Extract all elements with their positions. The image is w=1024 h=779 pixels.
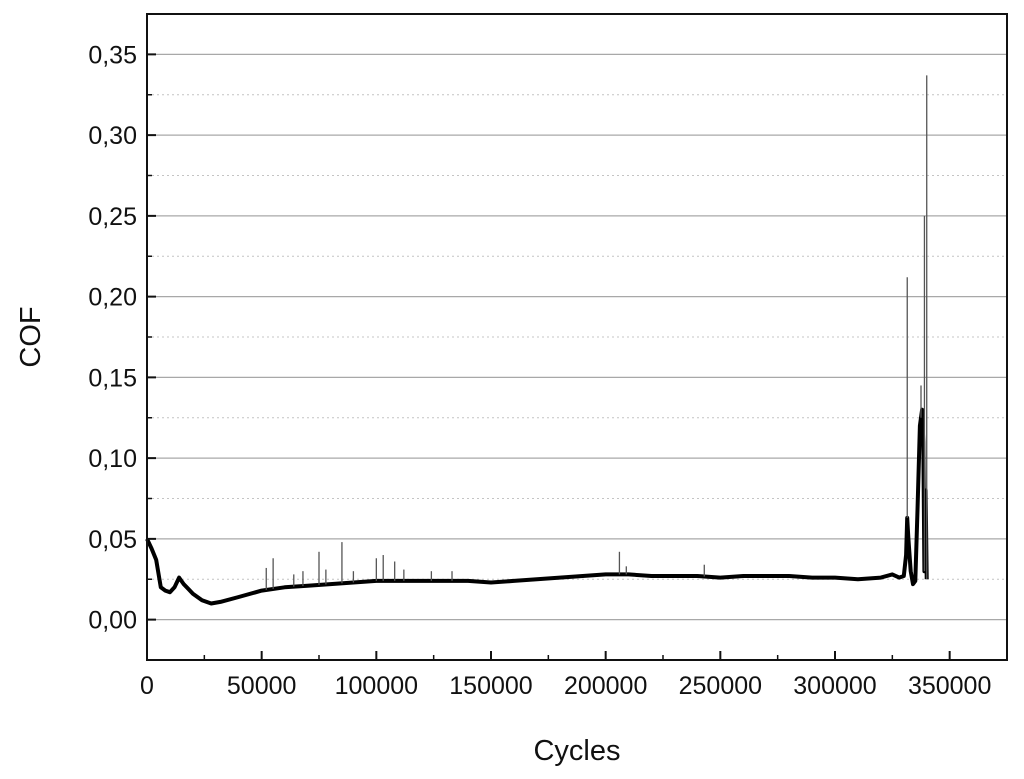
x-tick-label: 150000 bbox=[449, 672, 532, 700]
y-tick-label: 0,20 bbox=[88, 284, 137, 312]
y-tick-label: 0,15 bbox=[88, 364, 137, 392]
y-tick-label: 0,35 bbox=[88, 41, 137, 69]
x-tick-label: 300000 bbox=[793, 672, 876, 700]
y-tick-label: 0,30 bbox=[88, 122, 137, 150]
x-tick-label: 0 bbox=[140, 672, 154, 700]
x-tick-label: 200000 bbox=[564, 672, 647, 700]
cof-series-line bbox=[145, 407, 929, 606]
x-tick-label: 350000 bbox=[908, 672, 991, 700]
y-axis-title: COF bbox=[15, 306, 47, 367]
y-tick-label: 0,10 bbox=[88, 445, 137, 473]
x-tick-label: 100000 bbox=[335, 672, 418, 700]
x-axis-title: Cycles bbox=[533, 735, 620, 767]
x-tick-label: 50000 bbox=[227, 672, 297, 700]
y-tick-label: 0,05 bbox=[88, 526, 137, 554]
y-tick-label: 0,00 bbox=[88, 607, 137, 635]
x-tick-label: 250000 bbox=[679, 672, 762, 700]
y-tick-label: 0,25 bbox=[88, 203, 137, 231]
